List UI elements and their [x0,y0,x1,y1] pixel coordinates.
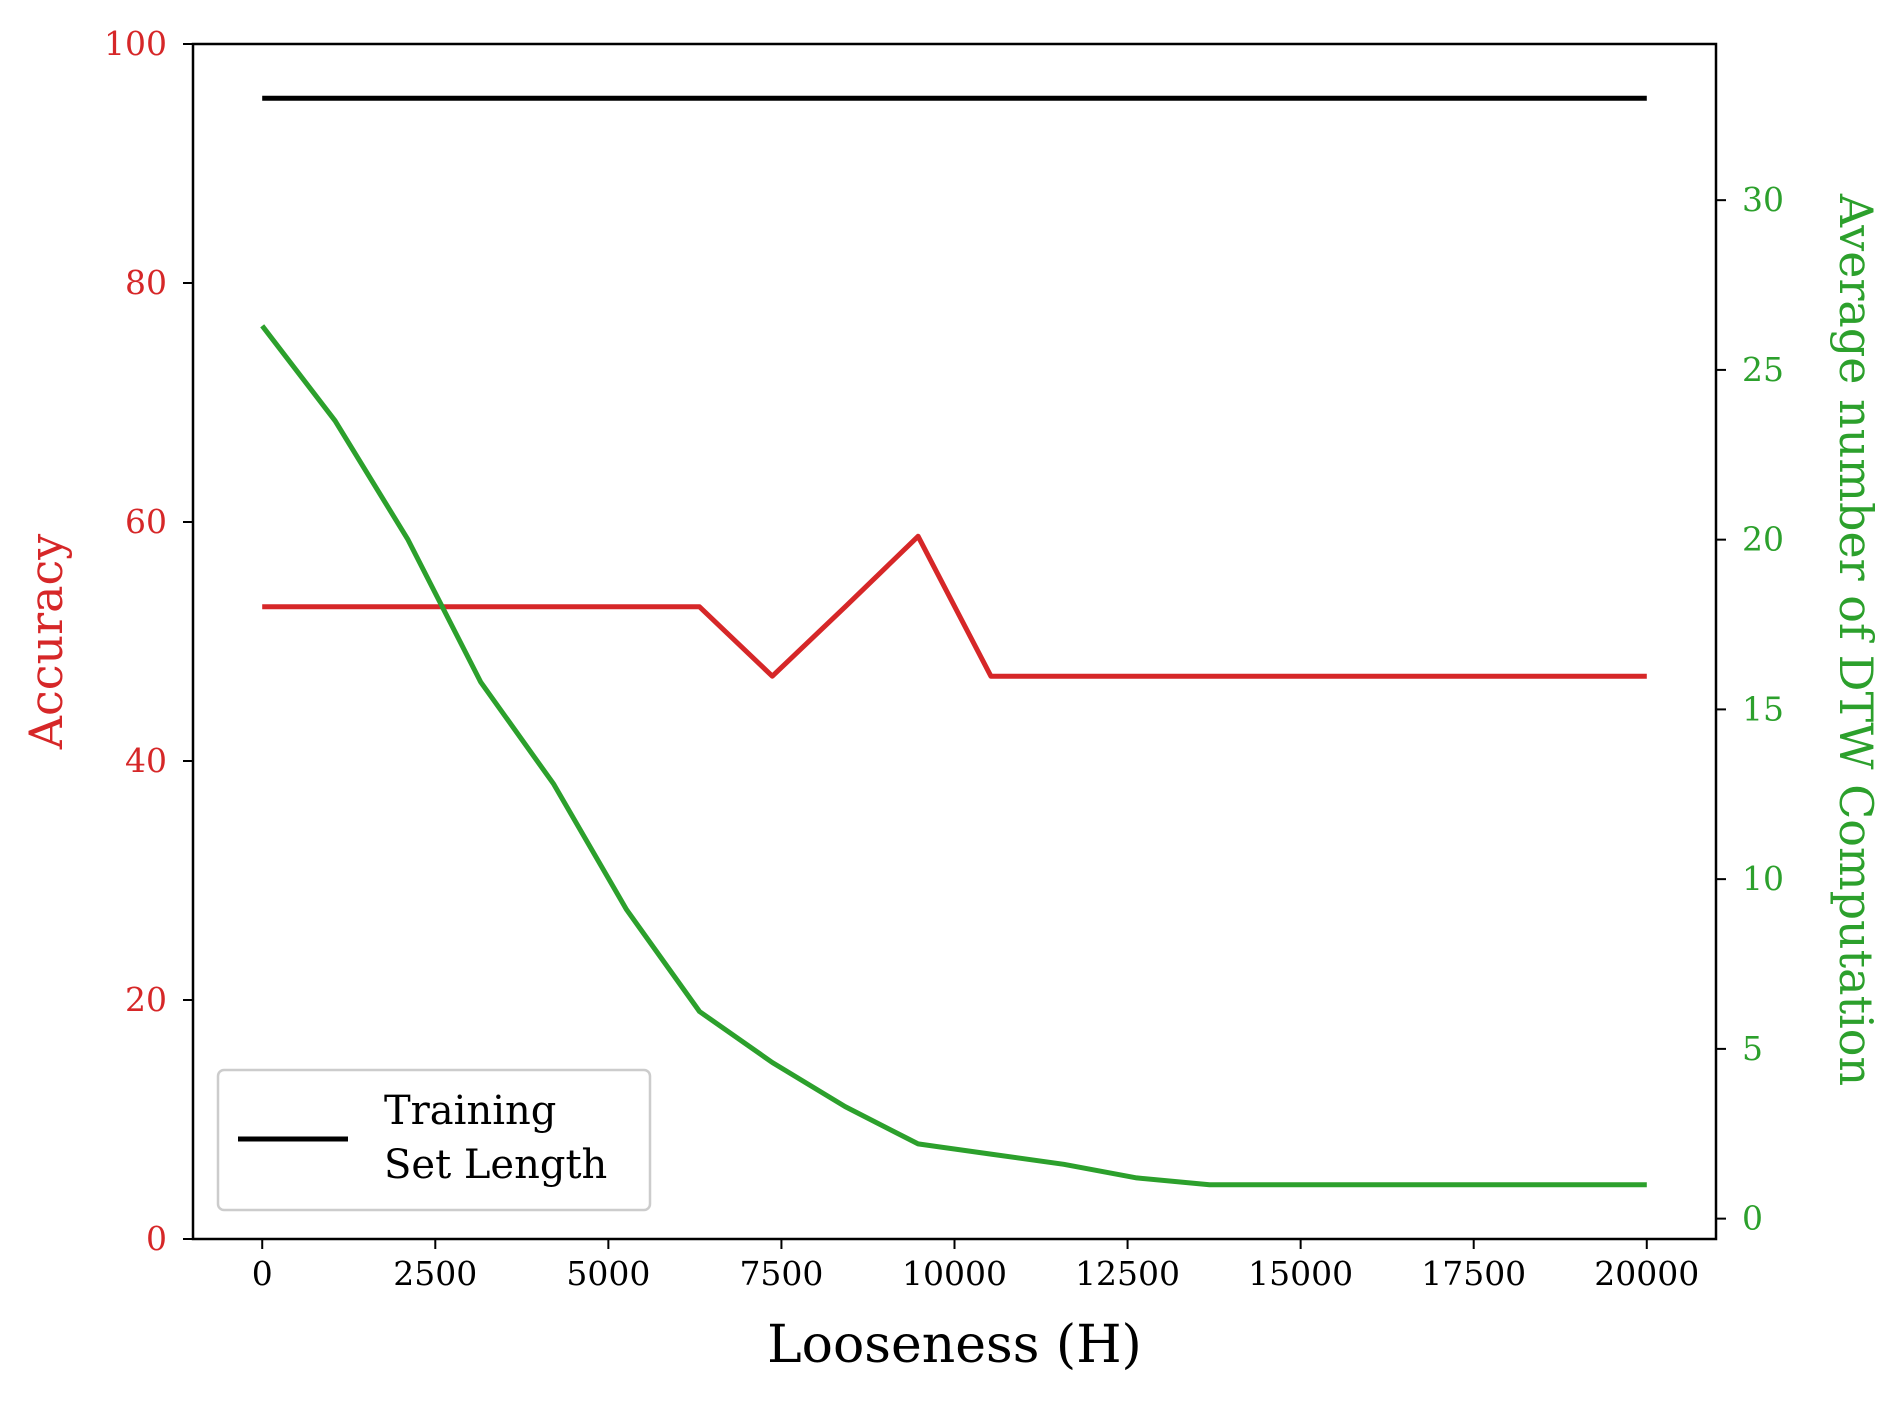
left-y-axis-title: Accuracy [19,534,73,751]
x-tick-label: 0 [252,1254,273,1293]
x-axis-title: Looseness (H) [767,1315,1142,1375]
series-line-right-axis-2 [260,324,1647,1188]
right-y-tick-label: 10 [1742,859,1784,898]
x-tick-label: 15000 [1248,1254,1353,1293]
x-tick-label: 20000 [1594,1254,1699,1293]
x-tick-label: 17500 [1421,1254,1526,1293]
right-y-tick-label: 5 [1742,1029,1763,1068]
right-y-tick-label: 25 [1742,350,1784,389]
left-y-tick-label: 40 [125,741,167,780]
right-y-tick-label: 15 [1742,689,1784,728]
series-line-left-axis-1 [262,533,1647,679]
x-tick-label: 2500 [393,1254,477,1293]
right-y-axis-title: Average number of DTW Computation [1829,193,1883,1086]
axes-layer: 0 2500 5000 7500 10000 12500 15000 17500 20000 0 2… [104,24,1784,1293]
x-tick-label: 5000 [566,1254,650,1293]
x-tick-label: 10000 [902,1254,1007,1293]
right-y-tick-label: 0 [1742,1199,1763,1238]
series-layer [260,95,1647,1188]
plot-frame [191,42,1718,1241]
legend-label-line-2: Set Length [384,1142,607,1188]
right-y-tick-label: 20 [1742,520,1784,559]
left-y-tick-label: 0 [146,1219,167,1258]
left-y-tick-label: 80 [125,263,167,302]
legend-box [216,1068,652,1212]
left-y-tick-label: 20 [125,980,167,1019]
legend-label-line-1: Training [384,1088,556,1134]
left-y-tick-label: 60 [125,502,167,541]
left-y-tick-label: 100 [104,24,167,63]
x-tick-label: 12500 [1075,1254,1180,1293]
x-tick-label: 7500 [739,1254,823,1293]
right-y-tick-label: 30 [1742,180,1784,219]
legend: Training Set Length [216,1068,652,1212]
